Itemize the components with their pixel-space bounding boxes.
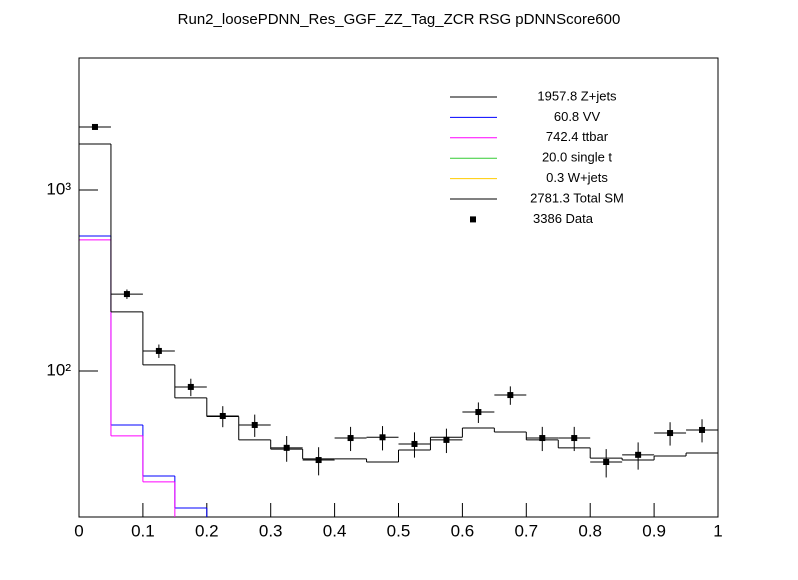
legend-label: 1957.8 Z+jets — [537, 88, 617, 103]
legend-label: 20.0 single t — [542, 150, 612, 165]
data-point — [347, 435, 354, 442]
x-tick-label: 0.1 — [131, 521, 155, 540]
x-tick-label: 0.5 — [387, 521, 411, 540]
x-tick-label: 0 — [74, 521, 83, 540]
x-tick-label: 0.3 — [259, 521, 283, 540]
data-point — [187, 383, 194, 390]
x-tick-label: 0.7 — [514, 521, 538, 540]
data-point — [411, 440, 418, 447]
data-point — [571, 435, 578, 442]
legend-label: 0.3 W+jets — [546, 170, 608, 185]
data-point — [667, 430, 674, 437]
data-point — [475, 409, 482, 416]
legend-label: 60.8 VV — [554, 109, 601, 124]
data-point — [91, 123, 98, 130]
data-point — [251, 421, 258, 428]
legend-label: 742.4 ttbar — [546, 129, 609, 144]
data-point — [283, 444, 290, 451]
legend-label: 2781.3 Total SM — [530, 190, 624, 205]
x-tick-label: 0.8 — [578, 521, 602, 540]
x-tick-label: 0.4 — [323, 521, 347, 540]
data-point — [635, 451, 642, 458]
data-point — [155, 347, 162, 354]
x-tick-label: 0.2 — [195, 521, 219, 540]
legend-marker — [470, 216, 476, 223]
data-point — [315, 457, 322, 464]
legend-label: 3386 Data — [533, 211, 594, 226]
y-tick-label: 10³ — [46, 179, 71, 198]
data-point — [379, 434, 386, 441]
data-point — [699, 426, 706, 433]
y-tick-label: 10² — [46, 360, 71, 379]
data-point — [123, 291, 130, 298]
data-point — [443, 436, 450, 443]
x-tick-label: 0.9 — [642, 521, 666, 540]
data-point — [539, 435, 546, 442]
x-tick-label: 0.6 — [451, 521, 475, 540]
chart-title: Run2_loosePDNN_Res_GGF_ZZ_Tag_ZCR RSG pD… — [178, 11, 621, 28]
data-point — [603, 459, 610, 466]
data-point — [219, 412, 226, 419]
x-tick-label: 1 — [713, 521, 722, 540]
data-point — [507, 392, 514, 399]
